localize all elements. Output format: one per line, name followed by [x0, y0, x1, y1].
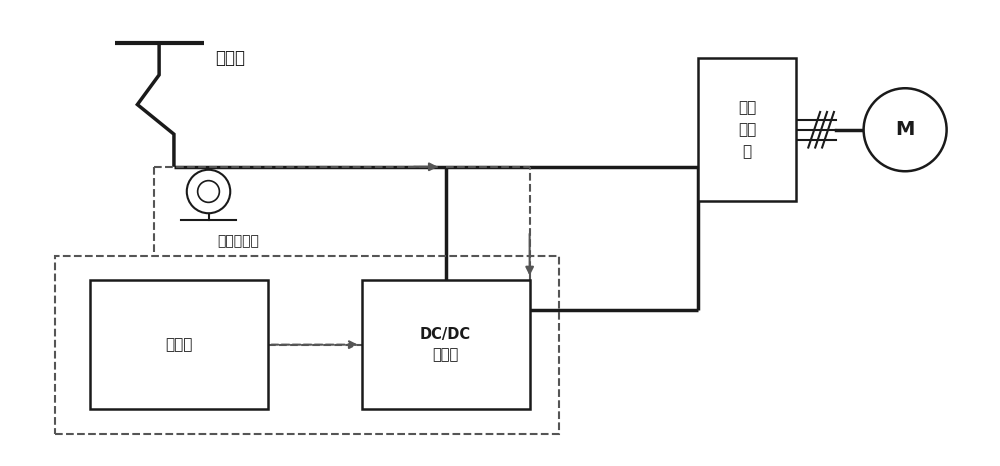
- Circle shape: [864, 88, 947, 171]
- Text: 锂电池充电: 锂电池充电: [217, 234, 259, 248]
- Text: 牵引
逆变
器: 牵引 逆变 器: [738, 100, 756, 159]
- Bar: [698, 58, 796, 201]
- Bar: [90, 281, 268, 409]
- Bar: [55, 256, 559, 433]
- Circle shape: [187, 170, 230, 213]
- Text: M: M: [895, 120, 915, 139]
- Text: DC/DC
变流器: DC/DC 变流器: [420, 327, 471, 363]
- Circle shape: [198, 181, 219, 202]
- Text: 锂电池: 锂电池: [165, 337, 193, 352]
- Bar: [362, 281, 530, 409]
- Text: 第三轨: 第三轨: [215, 49, 245, 67]
